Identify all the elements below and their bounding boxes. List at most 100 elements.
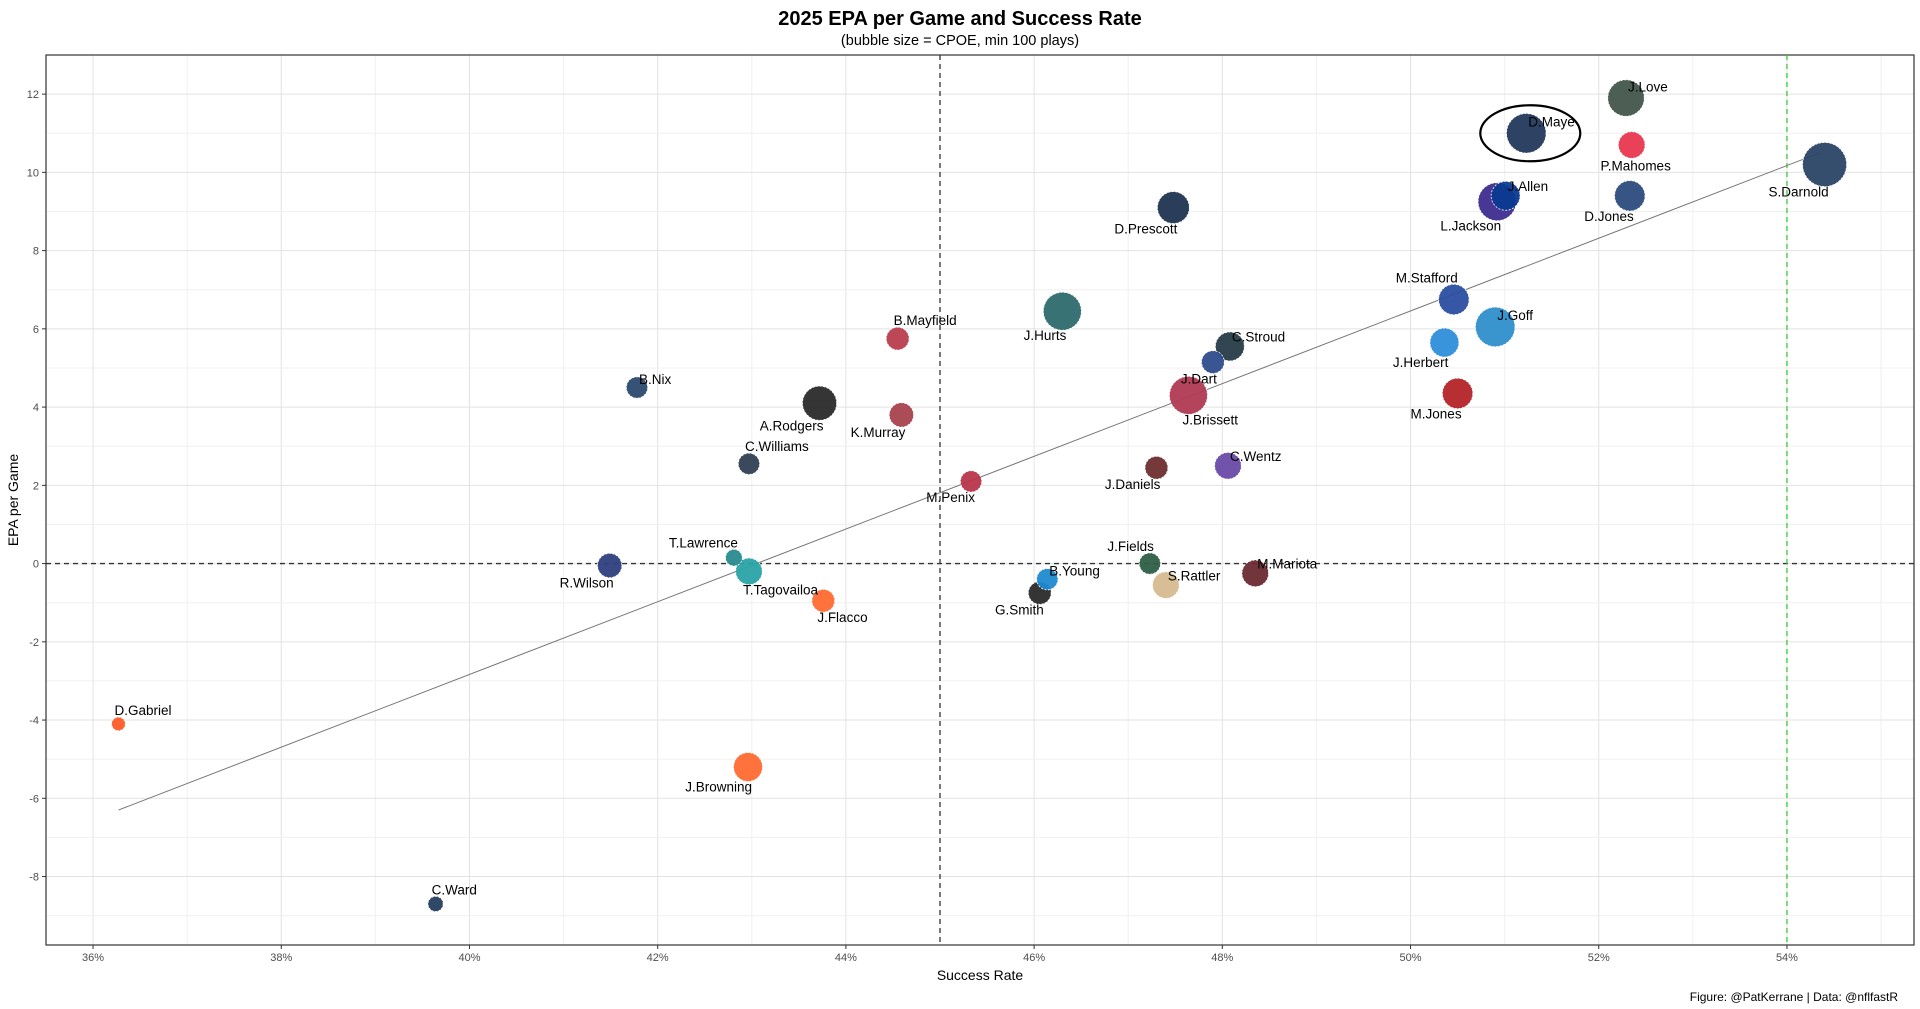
data-point — [960, 470, 983, 493]
data-point — [1241, 559, 1269, 588]
y-axis-title: EPA per Game — [5, 454, 21, 547]
point-label: M.Stafford — [1396, 270, 1458, 285]
data-point — [1802, 142, 1848, 187]
point-label: M.Jones — [1411, 407, 1462, 422]
data-point — [1152, 571, 1180, 599]
data-point — [597, 552, 623, 579]
y-tick-label: -4 — [29, 715, 39, 727]
data-point — [1607, 79, 1645, 117]
point-label: L.Jackson — [1440, 219, 1501, 234]
data-point — [1506, 113, 1547, 154]
y-tick-label: 6 — [33, 324, 39, 336]
data-point — [1169, 375, 1208, 415]
point-label: C.Wentz — [1230, 449, 1282, 464]
data-point — [1614, 180, 1646, 212]
x-axis-title: Success Rate — [937, 967, 1024, 983]
data-point — [802, 385, 838, 421]
point-label: J.Goff — [1497, 308, 1533, 323]
point-label: J.Daniels — [1105, 477, 1161, 492]
data-point — [1215, 331, 1245, 362]
data-point — [1201, 350, 1225, 374]
point-label: D.Maye — [1528, 114, 1575, 129]
y-tick-label: 12 — [27, 89, 39, 101]
point-label: J.Fields — [1107, 539, 1154, 554]
data-point — [888, 402, 914, 428]
data-point — [111, 716, 126, 732]
data-point — [725, 548, 743, 567]
data-point — [885, 326, 910, 351]
point-label: B.Mayfield — [894, 313, 957, 328]
chart-caption: Figure: @PatKerrane | Data: @nflfastR — [1689, 990, 1898, 1004]
point-label: B.Nix — [639, 372, 672, 387]
point-label: J.Brissett — [1182, 412, 1238, 427]
point-label: J.Flacco — [817, 610, 867, 625]
point-label: J.Allen — [1508, 179, 1549, 194]
data-point — [1138, 552, 1161, 575]
data-point — [1617, 131, 1646, 159]
y-tick-label: -8 — [29, 872, 39, 884]
x-tick-label: 36% — [82, 952, 104, 964]
point-label: J.Browning — [685, 779, 752, 794]
x-tick-label: 50% — [1400, 952, 1422, 964]
data-point — [1490, 180, 1521, 211]
data-point — [427, 895, 444, 912]
point-label: C.Ward — [432, 882, 477, 897]
point-label: M.Penix — [926, 490, 975, 505]
chart-subtitle: (bubble size = CPOE, min 100 plays) — [840, 33, 1080, 49]
y-tick-label: 8 — [33, 246, 39, 258]
y-tick-label: -2 — [29, 637, 39, 649]
y-tick-label: 4 — [33, 402, 39, 414]
point-label: T.Tagovailoa — [743, 583, 819, 598]
x-tick-label: 46% — [1023, 952, 1045, 964]
x-tick-label: 48% — [1211, 952, 1233, 964]
point-label: B.Young — [1049, 563, 1100, 578]
point-label: A.Rodgers — [760, 418, 824, 433]
point-label: C.Stroud — [1232, 329, 1285, 344]
data-point — [625, 376, 649, 399]
point-label: G.Smith — [995, 602, 1044, 617]
point-label: R.Wilson — [560, 576, 614, 591]
data-point — [737, 452, 761, 475]
data-point — [1441, 377, 1474, 409]
point-label: S.Rattler — [1168, 568, 1221, 583]
point-label: J.Love — [1628, 80, 1668, 95]
point-label: D.Jones — [1584, 209, 1634, 224]
point-label: J.Herbert — [1393, 355, 1449, 370]
point-label: D.Prescott — [1114, 222, 1177, 237]
point-label: S.Darnold — [1769, 185, 1829, 200]
point-label: P.Mahomes — [1601, 158, 1672, 173]
data-point — [1429, 327, 1460, 358]
data-point — [733, 752, 763, 782]
data-point — [735, 557, 763, 586]
data-point — [1438, 283, 1470, 316]
data-point — [1475, 306, 1516, 348]
point-label: D.Gabriel — [114, 703, 171, 718]
point-label: K.Murray — [851, 425, 906, 440]
chart-title: 2025 EPA per Game and Success Rate — [778, 8, 1142, 30]
data-point — [811, 588, 836, 613]
x-tick-label: 38% — [270, 952, 292, 964]
data-point — [1214, 452, 1242, 480]
plot-border — [45, 54, 1915, 946]
x-tick-label: 44% — [835, 952, 857, 964]
data-point — [1042, 291, 1082, 331]
y-tick-label: 0 — [33, 559, 39, 571]
y-tick-label: 10 — [27, 167, 39, 179]
data-point — [1036, 568, 1059, 591]
x-tick-label: 40% — [458, 952, 480, 964]
x-tick-label: 42% — [647, 952, 669, 964]
point-label: C.Williams — [745, 439, 809, 454]
x-tick-label: 54% — [1776, 952, 1798, 964]
point-label: J.Dart — [1181, 371, 1217, 386]
point-label: M.Mariota — [1257, 557, 1318, 572]
data-point — [1157, 191, 1190, 224]
x-tick-label: 52% — [1588, 952, 1610, 964]
point-label: T.Lawrence — [669, 535, 738, 550]
data-point — [1144, 455, 1169, 480]
highlight-ellipse — [1479, 104, 1582, 163]
y-tick-label: 2 — [33, 480, 39, 492]
y-tick-label: -6 — [29, 793, 39, 805]
point-label: J.Hurts — [1024, 328, 1067, 343]
